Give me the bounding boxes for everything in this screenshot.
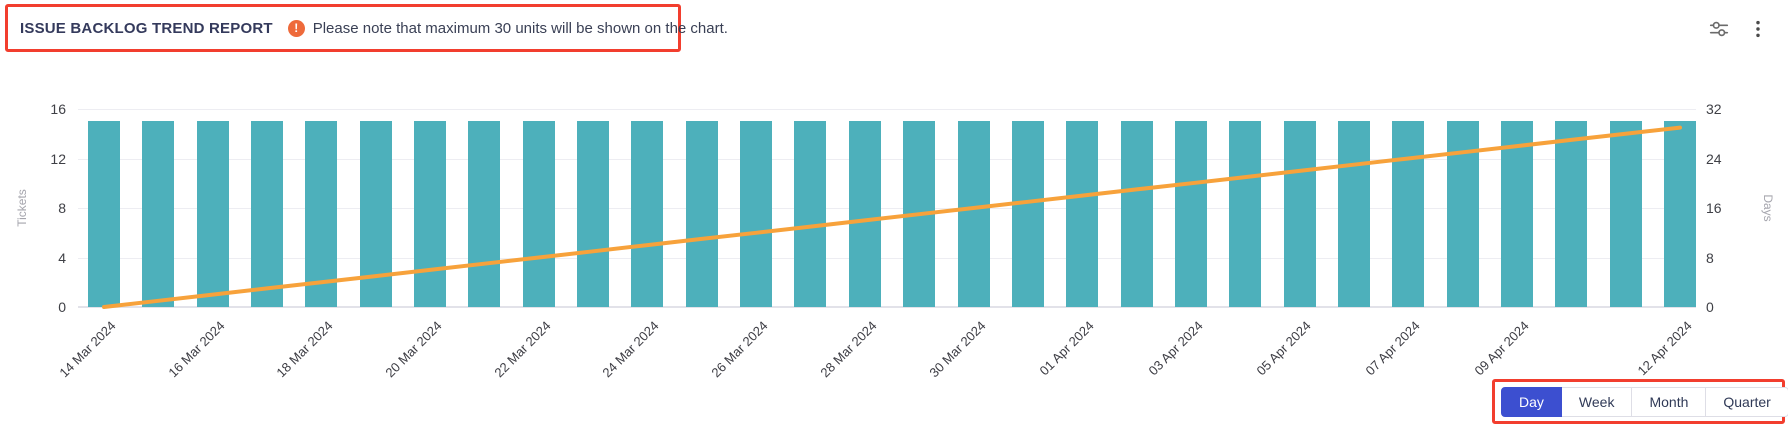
x-axis-date-label: 14 Mar 2024: [56, 318, 119, 381]
bar-tickets[interactable]: [468, 121, 501, 307]
bar-tickets[interactable]: [1446, 121, 1479, 307]
period-button-week[interactable]: Week: [1560, 386, 1633, 417]
bar-tickets[interactable]: [305, 121, 338, 307]
report-header: ISSUE BACKLOG TREND REPORT ! Please note…: [5, 4, 728, 52]
bar-tickets[interactable]: [1066, 121, 1099, 307]
x-axis-date-label: 09 Apr 2024: [1471, 318, 1532, 379]
x-axis-date-label: 01 Apr 2024: [1036, 318, 1097, 379]
bar-tickets[interactable]: [1500, 121, 1533, 307]
right-axis-tick: 24: [1706, 150, 1722, 167]
x-axis-date-label: 07 Apr 2024: [1362, 318, 1423, 379]
chart-toolbar: [1706, 16, 1771, 42]
bar-tickets[interactable]: [1555, 121, 1588, 307]
bar-tickets[interactable]: [577, 121, 610, 307]
x-axis-date-label: 16 Mar 2024: [165, 318, 228, 381]
x-axis-date-label: 24 Mar 2024: [599, 318, 663, 381]
right-axis-tick: 0: [1706, 299, 1714, 315]
bar-tickets[interactable]: [142, 121, 175, 307]
bar-tickets[interactable]: [1229, 121, 1262, 307]
x-axis-date-label: 20 Mar 2024: [382, 318, 445, 381]
left-axis-tick: 0: [58, 299, 66, 315]
bar-tickets[interactable]: [848, 121, 881, 307]
left-axis-tick: 16: [50, 101, 66, 117]
period-button-day[interactable]: Day: [1501, 386, 1562, 417]
bar-tickets[interactable]: [359, 121, 392, 307]
x-axis-date-label: 18 Mar 2024: [273, 318, 336, 381]
bar-tickets[interactable]: [251, 121, 284, 307]
bar-tickets[interactable]: [794, 121, 827, 307]
bar-tickets[interactable]: [1283, 121, 1316, 307]
bar-tickets[interactable]: [957, 121, 990, 307]
kebab-menu-icon[interactable]: [1745, 16, 1771, 42]
left-axis-tick: 12: [50, 150, 66, 167]
bar-tickets[interactable]: [414, 121, 447, 307]
bar-tickets[interactable]: [740, 121, 773, 307]
bar-tickets[interactable]: [903, 121, 936, 307]
bar-tickets[interactable]: [196, 121, 229, 307]
report-title: ISSUE BACKLOG TREND REPORT: [20, 19, 273, 37]
x-axis-date-label: 22 Mar 2024: [491, 318, 554, 381]
left-axis-tick: 4: [58, 249, 66, 266]
x-axis-date-label: 30 Mar 2024: [925, 318, 989, 381]
period-switcher: Day Week Month Quarter: [1501, 386, 1788, 417]
bar-tickets[interactable]: [88, 121, 120, 307]
bar-tickets[interactable]: [1609, 121, 1642, 307]
bar-tickets[interactable]: [522, 121, 555, 307]
right-axis-tick: 32: [1706, 101, 1722, 117]
x-axis-date-label: 12 Apr 2024: [1634, 318, 1695, 379]
warning-icon: !: [287, 19, 305, 37]
bar-tickets[interactable]: [1664, 121, 1696, 307]
bar-tickets[interactable]: [631, 121, 664, 307]
x-axis-date-label: 28 Mar 2024: [817, 318, 880, 381]
max-units-note: Please note that maximum 30 units will b…: [312, 19, 728, 37]
sliders-icon[interactable]: [1706, 16, 1732, 42]
x-axis-date-label: 26 Mar 2024: [708, 318, 771, 381]
left-axis-tick: 8: [58, 200, 66, 216]
right-axis-tick: 16: [1706, 200, 1722, 216]
bar-tickets[interactable]: [1120, 121, 1153, 307]
period-switcher-annotation: Day Week Month Quarter: [1492, 379, 1788, 424]
left-axis-label: Tickets: [15, 189, 29, 227]
bar-tickets[interactable]: [685, 121, 718, 307]
bar-tickets[interactable]: [1337, 121, 1370, 307]
right-axis-tick: 8: [1706, 249, 1714, 266]
gridline: [78, 109, 1696, 110]
bar-tickets[interactable]: [1011, 121, 1044, 307]
bar-tickets[interactable]: [1392, 121, 1425, 307]
period-button-month[interactable]: Month: [1631, 386, 1707, 417]
bar-tickets[interactable]: [1174, 121, 1207, 307]
right-axis-label: Days: [1761, 194, 1775, 222]
x-axis-date-label: 03 Apr 2024: [1145, 318, 1206, 379]
x-axis-date-label: 05 Apr 2024: [1254, 318, 1315, 379]
period-button-quarter[interactable]: Quarter: [1705, 386, 1788, 417]
